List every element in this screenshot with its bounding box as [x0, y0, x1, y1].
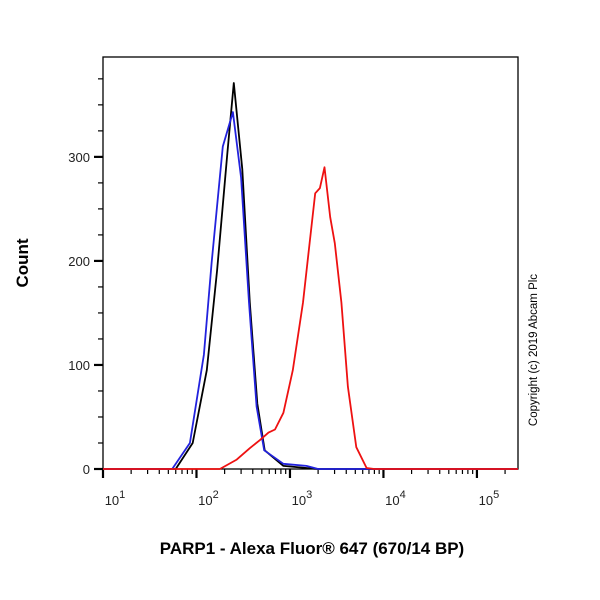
tick-exponent: 5: [493, 489, 499, 501]
tick-base: 10: [292, 493, 306, 508]
x-tick-label: 102: [198, 489, 219, 508]
series-group: [103, 82, 518, 470]
y-axis: 0 100 200 300: [68, 78, 103, 477]
x-axis-title: PARP1 - Alexa Fluor® 647 (670/14 BP): [160, 539, 464, 558]
tick-base: 10: [385, 493, 399, 508]
x-tick-label: 101: [105, 489, 126, 508]
series-line-2: [103, 111, 518, 470]
x-tick-label: 105: [479, 489, 500, 508]
tick-base: 10: [198, 493, 212, 508]
plot-frame: [102, 56, 519, 470]
tick-exponent: 4: [400, 489, 406, 501]
tick-exponent: 1: [119, 489, 125, 501]
x-tick-label: 104: [385, 489, 406, 508]
y-tick-label: 200: [68, 254, 90, 269]
tick-base: 10: [105, 493, 119, 508]
y-tick-label: 0: [83, 462, 90, 477]
copyright-annotation: Copyright (c) 2019 Abcam Plc: [528, 274, 540, 426]
tick-exponent: 2: [213, 489, 219, 501]
x-axis: 101 102 103 104 105: [101, 469, 506, 508]
tick-exponent: 3: [306, 489, 312, 501]
series-line-1: [103, 82, 518, 470]
series-line-3: [103, 166, 518, 470]
y-axis-title: Count: [13, 238, 32, 287]
tick-base: 10: [479, 493, 493, 508]
y-tick-label: 300: [68, 150, 90, 165]
y-tick-label: 100: [68, 358, 90, 373]
x-tick-label: 103: [292, 489, 313, 508]
